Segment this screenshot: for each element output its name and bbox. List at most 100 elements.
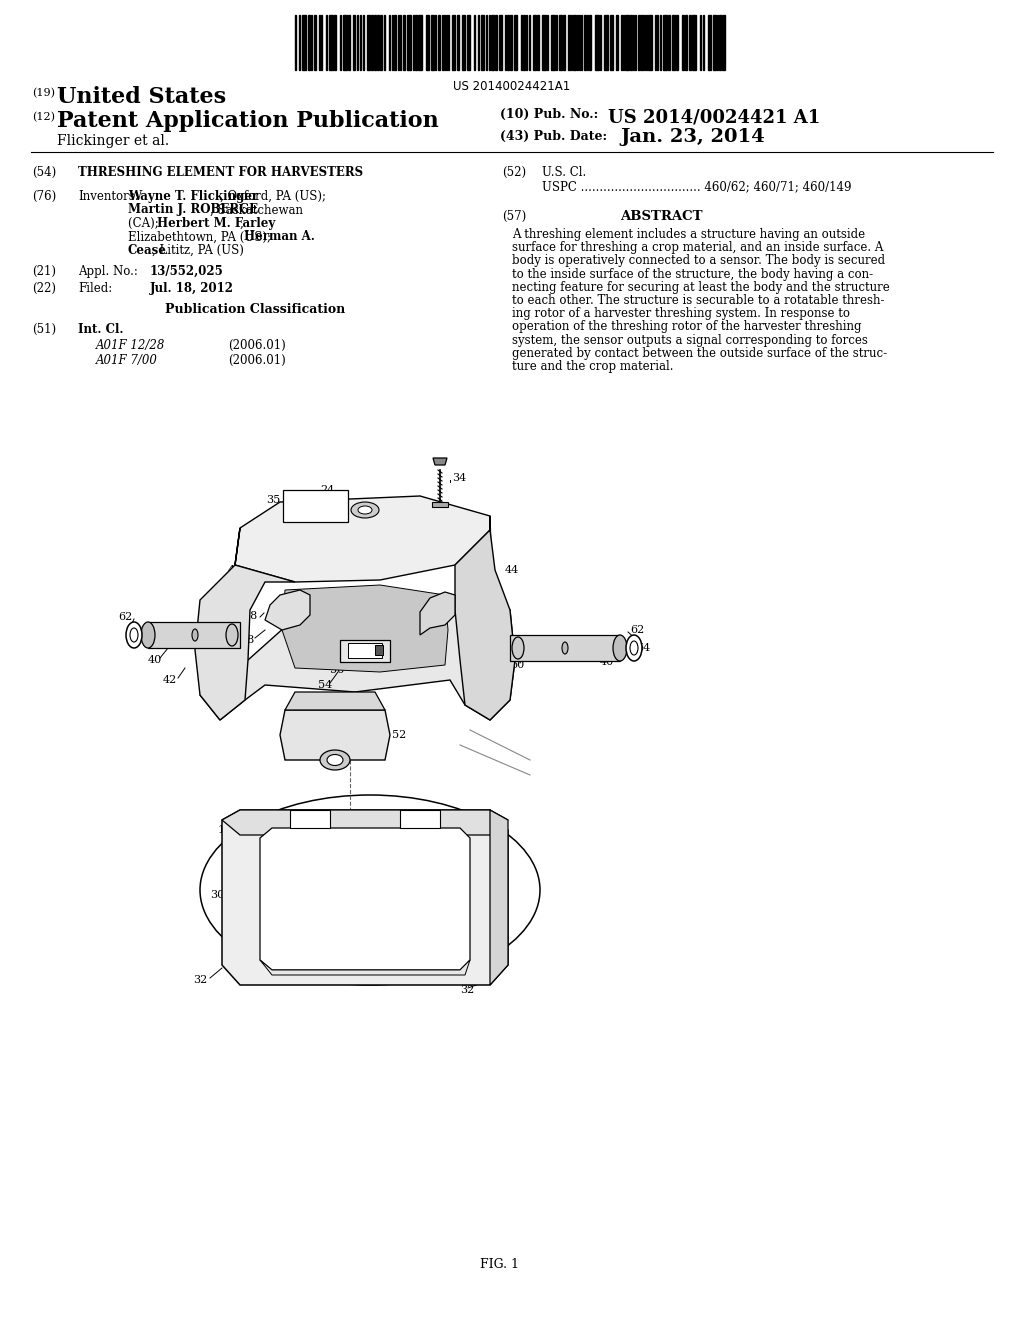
Text: 40: 40 xyxy=(148,655,162,665)
Bar xyxy=(625,15,629,70)
Text: 42: 42 xyxy=(163,675,177,685)
Text: 35: 35 xyxy=(266,495,281,506)
Polygon shape xyxy=(200,610,515,719)
Bar xyxy=(302,15,306,70)
Text: 62: 62 xyxy=(630,624,644,635)
Bar xyxy=(510,15,512,70)
Bar xyxy=(377,15,379,70)
Bar xyxy=(426,15,429,70)
Bar xyxy=(672,15,675,70)
Polygon shape xyxy=(222,810,508,836)
Polygon shape xyxy=(148,622,240,648)
Text: 34: 34 xyxy=(452,473,466,483)
Ellipse shape xyxy=(358,506,372,513)
Bar xyxy=(343,15,347,70)
Text: 52: 52 xyxy=(234,875,249,884)
Text: Elizabethtown, PA (US);: Elizabethtown, PA (US); xyxy=(128,231,274,243)
Text: FIG. 1: FIG. 1 xyxy=(480,1258,519,1271)
Bar xyxy=(685,15,687,70)
Text: (12): (12) xyxy=(32,112,55,123)
Text: Patent Application Publication: Patent Application Publication xyxy=(57,110,438,132)
Text: 44: 44 xyxy=(228,565,243,576)
Bar xyxy=(610,15,613,70)
Text: 13/552,025: 13/552,025 xyxy=(150,265,224,279)
Text: A01F 7/00: A01F 7/00 xyxy=(96,354,158,367)
Text: operation of the threshing rotor of the harvester threshing: operation of the threshing rotor of the … xyxy=(512,321,861,334)
Polygon shape xyxy=(455,516,515,719)
Polygon shape xyxy=(285,692,385,710)
Bar xyxy=(722,15,725,70)
Text: U.S. Cl.: U.S. Cl. xyxy=(542,166,587,180)
Text: (2006.01): (2006.01) xyxy=(228,339,286,352)
Bar xyxy=(641,15,643,70)
Ellipse shape xyxy=(613,635,627,661)
Bar xyxy=(481,15,484,70)
Polygon shape xyxy=(420,591,455,635)
Bar xyxy=(495,15,497,70)
Text: 64: 64 xyxy=(636,643,650,653)
Bar xyxy=(595,15,599,70)
Text: , Oxford, PA (US);: , Oxford, PA (US); xyxy=(220,190,327,203)
Bar xyxy=(418,15,422,70)
Text: 36: 36 xyxy=(477,528,492,539)
Text: US 20140024421A1: US 20140024421A1 xyxy=(454,81,570,92)
Bar xyxy=(308,15,310,70)
Polygon shape xyxy=(222,810,508,985)
Polygon shape xyxy=(282,585,449,672)
Polygon shape xyxy=(432,502,449,507)
Polygon shape xyxy=(510,635,620,661)
Bar xyxy=(348,15,350,70)
Polygon shape xyxy=(265,590,310,630)
Bar xyxy=(400,810,440,828)
Text: 58: 58 xyxy=(243,611,257,620)
Bar xyxy=(584,15,586,70)
Bar xyxy=(340,640,390,663)
Text: ABSTRACT: ABSTRACT xyxy=(620,210,702,223)
Bar xyxy=(638,15,640,70)
Text: Martin J. ROBERGE: Martin J. ROBERGE xyxy=(128,203,258,216)
Bar xyxy=(563,15,565,70)
Bar xyxy=(348,643,382,657)
Text: USPC ................................ 460/62; 460/71; 460/149: USPC ................................ 46… xyxy=(542,180,852,193)
Ellipse shape xyxy=(327,755,343,766)
Bar xyxy=(374,15,376,70)
Text: (21): (21) xyxy=(32,265,56,279)
Bar xyxy=(353,15,355,70)
Bar xyxy=(708,15,711,70)
Text: Int. Cl.: Int. Cl. xyxy=(78,323,124,337)
Bar xyxy=(438,15,440,70)
Bar xyxy=(604,15,608,70)
Text: (52): (52) xyxy=(502,166,526,180)
Text: Publication Classification: Publication Classification xyxy=(165,304,345,315)
Text: 38: 38 xyxy=(240,635,254,645)
Bar xyxy=(329,15,333,70)
Text: 40: 40 xyxy=(600,657,614,667)
Text: 56: 56 xyxy=(330,665,344,675)
Text: 44: 44 xyxy=(505,565,519,576)
Bar xyxy=(542,15,546,70)
Text: , Lititz, PA (US): , Lititz, PA (US) xyxy=(153,244,244,257)
Bar xyxy=(334,15,336,70)
Bar xyxy=(573,15,575,70)
Text: to each other. The structure is securable to a rotatable thresh-: to each other. The structure is securabl… xyxy=(512,294,885,308)
Ellipse shape xyxy=(141,622,155,648)
Bar xyxy=(534,15,536,70)
Text: Appl. No.:: Appl. No.: xyxy=(78,265,138,279)
Bar xyxy=(676,15,678,70)
Bar xyxy=(490,15,494,70)
Bar xyxy=(719,15,721,70)
Text: 54: 54 xyxy=(318,680,332,690)
Bar xyxy=(568,15,570,70)
Text: (10) Pub. No.:: (10) Pub. No.: xyxy=(500,108,598,121)
Bar xyxy=(431,15,434,70)
Text: Jan. 23, 2014: Jan. 23, 2014 xyxy=(620,128,765,147)
Text: (2006.01): (2006.01) xyxy=(228,354,286,367)
Text: (22): (22) xyxy=(32,282,56,294)
Ellipse shape xyxy=(630,642,638,655)
Text: (54): (54) xyxy=(32,166,56,180)
Text: (43) Pub. Date:: (43) Pub. Date: xyxy=(500,129,607,143)
Text: surface for threshing a crop material, and an inside surface. A: surface for threshing a crop material, a… xyxy=(512,242,884,255)
Bar xyxy=(668,15,670,70)
Text: 30: 30 xyxy=(210,890,224,900)
Bar xyxy=(467,15,470,70)
